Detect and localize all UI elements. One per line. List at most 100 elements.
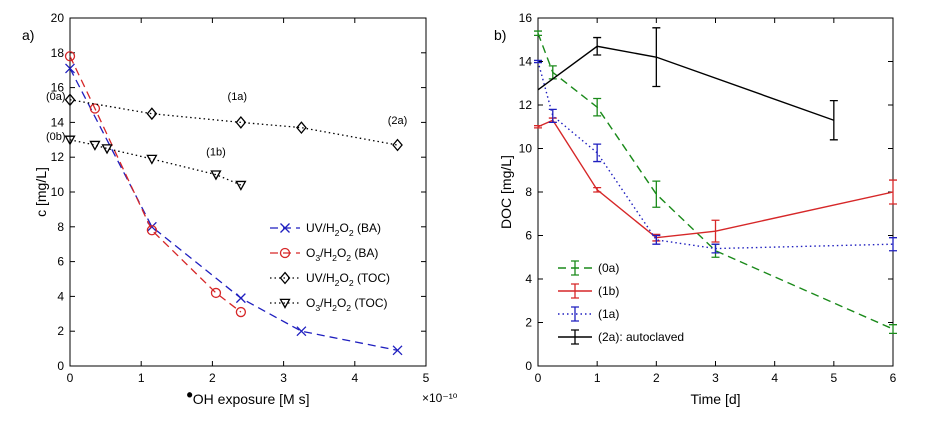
label-part: 2 — [346, 253, 351, 263]
a-x-axis-label: •OH exposure [M s] — [186, 385, 309, 407]
label-part: /H — [320, 296, 332, 310]
label-part: 3 — [315, 303, 320, 313]
b-error-bar-2 — [593, 143, 602, 163]
x-marker — [392, 345, 403, 356]
a-series-line-2 — [69, 99, 398, 146]
a-xtick-label: 2 — [209, 371, 216, 385]
panel-label-b: b) — [494, 27, 506, 43]
x-marker — [280, 223, 290, 233]
a-annotation: (1b) — [206, 146, 226, 158]
b-error-bar-2 — [711, 243, 720, 254]
a-ytick-label: 0 — [57, 359, 64, 373]
a-ytick-label: 6 — [57, 255, 64, 269]
b-error-bar-0 — [534, 30, 542, 37]
a-xtick-label: 0 — [67, 371, 74, 385]
a-annotation: (1a) — [228, 91, 248, 103]
circle-marker — [89, 103, 101, 114]
label-part: O — [339, 221, 348, 235]
a-xtick-label: 3 — [280, 371, 287, 385]
x-marker — [65, 63, 75, 74]
b-legend-label-0: (0a) — [598, 261, 619, 275]
b-error-bar-0 — [593, 97, 602, 117]
b-ytick-label: 4 — [525, 272, 532, 286]
label-part: /H — [320, 246, 332, 260]
a-annotation: (0b) — [46, 131, 66, 143]
b-ytick-label: 16 — [519, 11, 533, 25]
b-xtick-label: 6 — [890, 371, 897, 385]
label-part: O — [337, 246, 346, 260]
triangle-marker — [89, 140, 101, 151]
label-part: 2 — [335, 228, 340, 238]
b-ytick-label: 2 — [525, 316, 532, 330]
b-series-line-3 — [537, 45, 835, 121]
b-error-bar-0 — [889, 324, 897, 335]
label-part: UV/H — [306, 221, 335, 235]
diamond-marker — [235, 115, 247, 129]
a-ytick-label: 4 — [57, 289, 64, 303]
circle-marker — [235, 306, 247, 318]
label-part: O — [306, 296, 315, 310]
label-part: UV/H — [306, 271, 335, 285]
panel-label-a: a) — [22, 27, 34, 43]
b-xtick-label: 0 — [535, 371, 542, 385]
a-ytick-label: 14 — [51, 115, 65, 129]
b-xtick-label: 5 — [830, 371, 837, 385]
label-part: 2 — [332, 253, 337, 263]
b-series-line-2 — [537, 61, 894, 250]
a-ytick-label: 12 — [51, 150, 65, 164]
b-error-bar-3 — [652, 27, 661, 88]
diamond-marker — [146, 107, 158, 121]
label-part: O — [337, 296, 346, 310]
triangle-marker — [64, 135, 76, 146]
a-y-axis-label: c [mg/L] — [33, 167, 49, 217]
b-ytick-label: 10 — [519, 142, 533, 156]
a-ytick-label: 8 — [57, 220, 64, 234]
label-part: 2 — [346, 303, 351, 313]
a-xtick-label: 1 — [138, 371, 145, 385]
circle-marker — [64, 51, 76, 62]
a-x-multiplier: ×10⁻¹⁰ — [422, 391, 458, 405]
label-part: O — [306, 246, 315, 260]
label-part: (BA) — [351, 246, 378, 260]
a-ytick-label: 16 — [51, 81, 65, 95]
a-xtick-label: 4 — [351, 371, 358, 385]
a-series-line-1 — [69, 55, 242, 313]
b-xtick-label: 2 — [653, 371, 660, 385]
b-error-bar-3 — [829, 100, 838, 141]
xlabel-bullet: • — [186, 385, 192, 405]
b-error-bar-0 — [652, 180, 661, 208]
b-error-bar-1 — [593, 187, 602, 193]
label-part: (TOC) — [354, 271, 390, 285]
label-part: (TOC) — [351, 296, 387, 310]
xlabel-text: OH exposure [M s] — [193, 391, 310, 407]
b-error-bar-1 — [534, 125, 542, 129]
a-legend-label-2: UV/H2O2 (TOC) — [306, 271, 390, 288]
b-y-axis-label: DOC [mg/L] — [498, 155, 514, 229]
triangle-marker — [210, 170, 222, 181]
b-legend-label-1: (1b) — [598, 284, 619, 298]
a-legend-label-1: O3/H2O2 (BA) — [306, 246, 378, 263]
b-ytick-label: 6 — [525, 229, 532, 243]
a-annotation: (0a) — [46, 91, 66, 103]
diamond-marker — [64, 93, 76, 107]
b-error-bar-2 — [534, 59, 542, 64]
circle-marker — [210, 287, 222, 299]
label-part: (BA) — [354, 221, 381, 235]
label-part: 3 — [315, 253, 320, 263]
b-legend-errbar-1 — [571, 283, 579, 299]
a-legend-label-3: O3/H2O2 (TOC) — [306, 296, 388, 313]
b-error-bar-1 — [889, 179, 897, 205]
b-error-bar-3 — [593, 36, 602, 56]
label-part: O — [339, 271, 348, 285]
b-error-bar-2 — [652, 234, 661, 245]
b-ytick-label: 12 — [519, 98, 533, 112]
a-legend-label-0: UV/H2O2 (BA) — [306, 221, 381, 238]
triangle-marker — [235, 180, 247, 191]
b-error-bar-2 — [548, 108, 557, 124]
label-part: 2 — [335, 278, 340, 288]
diamond-marker — [392, 138, 403, 152]
diamond-marker — [279, 271, 291, 285]
b-plot-frame — [537, 17, 894, 367]
b-legend-label-3: (2a): autoclaved — [598, 330, 684, 344]
